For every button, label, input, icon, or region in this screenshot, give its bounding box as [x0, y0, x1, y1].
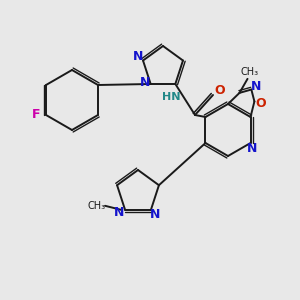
- Text: N: N: [114, 206, 124, 219]
- Text: O: O: [255, 97, 266, 110]
- Text: CH₃: CH₃: [240, 67, 259, 77]
- Text: O: O: [215, 85, 225, 98]
- Text: N: N: [251, 80, 262, 93]
- Text: HN: HN: [162, 92, 180, 103]
- Text: F: F: [32, 109, 40, 122]
- Text: CH₃: CH₃: [87, 201, 105, 211]
- Text: N: N: [150, 208, 160, 221]
- Text: N: N: [133, 50, 143, 63]
- Text: N: N: [247, 142, 258, 154]
- Text: N: N: [140, 76, 150, 89]
